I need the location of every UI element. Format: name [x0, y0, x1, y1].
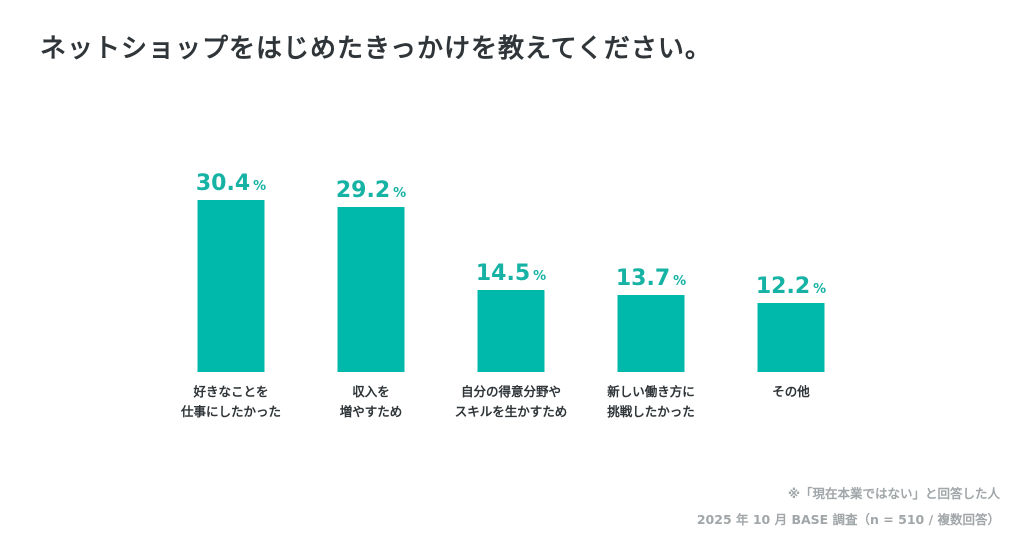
category-label-1-line-1: 好きなことを — [192, 384, 268, 399]
category-label-2-line-2: 増やすため — [340, 404, 403, 419]
chart-title: ネットショップをはじめたきっかけを教えてください。 — [40, 34, 712, 64]
footnote-respondents: ※「現在本業ではない」と回答した人 — [787, 486, 1000, 501]
category-label-4-line-2: 挑戦したかった — [607, 404, 695, 419]
bar-value-label-5: 12.2% — [756, 274, 826, 299]
category-label-1-line-2: 仕事にしたかった — [180, 404, 281, 419]
category-label-4-line-1: 新しい働き方に — [607, 384, 695, 399]
bar-2 — [337, 207, 405, 372]
bar-value-label-2: 29.2% — [336, 178, 406, 203]
bar-3 — [477, 290, 545, 372]
bar-value-label-3: 14.5% — [476, 261, 546, 286]
bar-value-label-4: 13.7% — [616, 266, 686, 291]
bar-value-label-1: 30.4% — [196, 171, 266, 196]
category-label-5-line-1: その他 — [772, 384, 810, 399]
category-label-3-line-1: 自分の得意分野や — [461, 384, 561, 399]
category-label-2-line-1: 収入を — [352, 384, 390, 399]
bar-1 — [197, 200, 265, 372]
footnote-source: 2025 年 10 月 BASE 調査（n = 510 / 複数回答） — [696, 512, 1000, 527]
category-label-3-line-2: スキルを生かすため — [455, 404, 568, 419]
bar-5 — [757, 303, 825, 372]
bar-4 — [617, 295, 685, 372]
